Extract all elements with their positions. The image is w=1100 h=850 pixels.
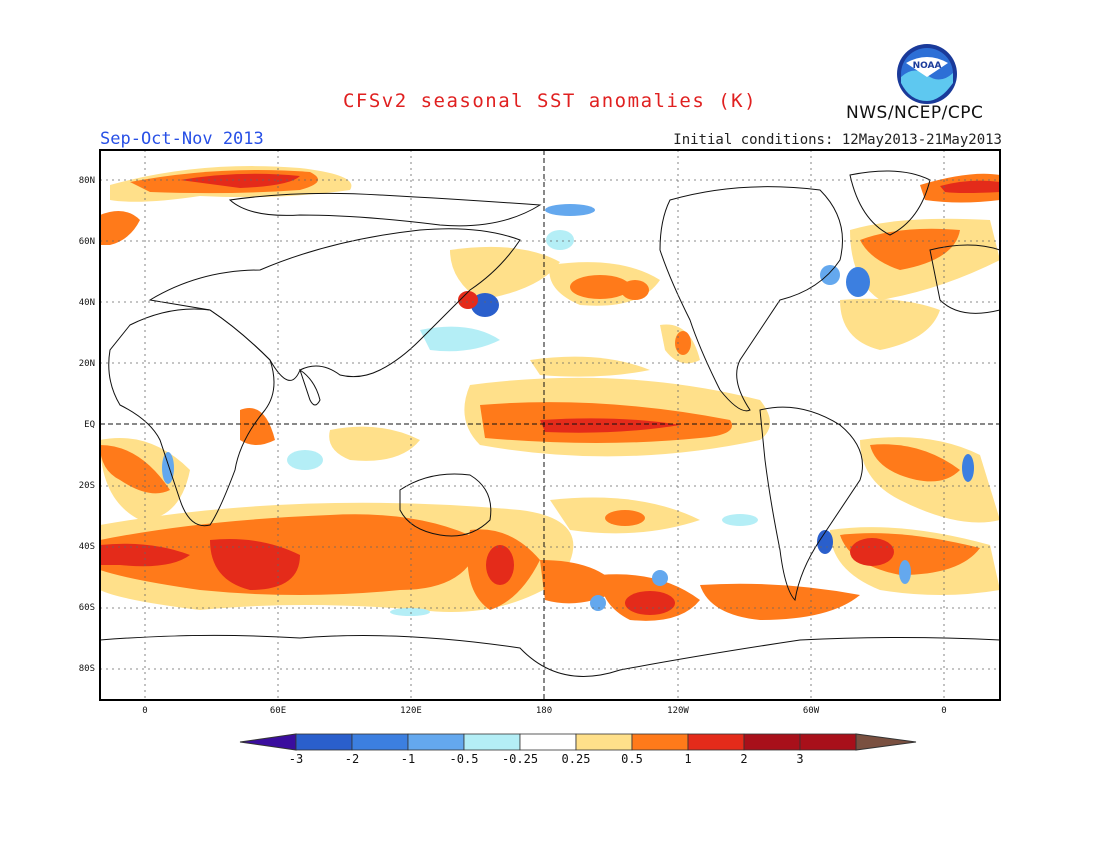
colorbar-label: -2 xyxy=(345,752,359,766)
lon-label: 60W xyxy=(803,706,820,716)
coastlines xyxy=(100,170,1000,677)
colorbar-label: -1 xyxy=(401,752,415,766)
lat-label: 60N xyxy=(79,237,95,247)
logo-text: NOAA xyxy=(913,61,942,71)
lat-label: EQ xyxy=(84,420,95,430)
lat-label: 80S xyxy=(79,664,95,674)
colorbar-label: 0.5 xyxy=(621,752,643,766)
colorbar-label: 1 xyxy=(684,752,691,766)
initial-conditions-label: Initial conditions: 12May2013-21May2013 xyxy=(673,132,1002,148)
lat-label: 20N xyxy=(79,359,95,369)
anomaly-fields xyxy=(100,150,1000,700)
colorbar-segment xyxy=(407,733,465,751)
lon-label: 0 xyxy=(142,706,147,716)
colorbar: -3 -2 -1 -0.5 -0.25 0.25 0.5 1 2 3 xyxy=(239,733,917,766)
map-frame xyxy=(99,149,1001,701)
lat-label: 40N xyxy=(79,298,95,308)
colorbar-segment xyxy=(743,733,801,751)
colorbar-segment xyxy=(463,733,521,751)
lat-label: 40S xyxy=(79,542,95,552)
colorbar-label: 2 xyxy=(740,752,747,766)
colorbar-segment xyxy=(351,733,409,751)
lon-label: 120W xyxy=(667,706,689,716)
season-label: Sep-Oct-Nov 2013 xyxy=(100,129,264,149)
colorbar-high-arrow xyxy=(855,733,917,751)
agency-label: NWS/NCEP/CPC xyxy=(846,103,984,123)
colorbar-segment xyxy=(687,733,745,751)
colorbar-label: -0.5 xyxy=(450,752,479,766)
lat-label: 80N xyxy=(79,176,95,186)
noaa-logo-icon: NOAA xyxy=(897,44,957,104)
lat-label: 20S xyxy=(79,481,95,491)
colorbar-segment xyxy=(631,733,689,751)
reference-lines xyxy=(100,150,1000,700)
colorbar-label: 3 xyxy=(796,752,803,766)
lon-label: 0 xyxy=(941,706,946,716)
colorbar-segment xyxy=(295,733,353,751)
latitude-labels: 80N 60N 40N 20N EQ 20S 40S 60S 80S xyxy=(79,176,95,674)
lon-label: 120E xyxy=(400,706,422,716)
colorbar-label: 0.25 xyxy=(562,752,591,766)
colorbar-label: -3 xyxy=(289,752,303,766)
colorbar-segment xyxy=(799,733,857,751)
colorbar-low-arrow xyxy=(239,733,297,751)
colorbar-segment xyxy=(575,733,633,751)
lon-label: 60E xyxy=(270,706,286,716)
chart-title: CFSv2 seasonal SST anomalies (K) xyxy=(342,90,758,112)
graticule xyxy=(100,150,1000,700)
colorbar-segment xyxy=(519,733,577,751)
lon-label: 180 xyxy=(536,706,552,716)
longitude-labels: 0 60E 120E 180 120W 60W 0 xyxy=(142,706,946,716)
lat-label: 60S xyxy=(79,603,95,613)
colorbar-label: -0.25 xyxy=(502,752,538,766)
